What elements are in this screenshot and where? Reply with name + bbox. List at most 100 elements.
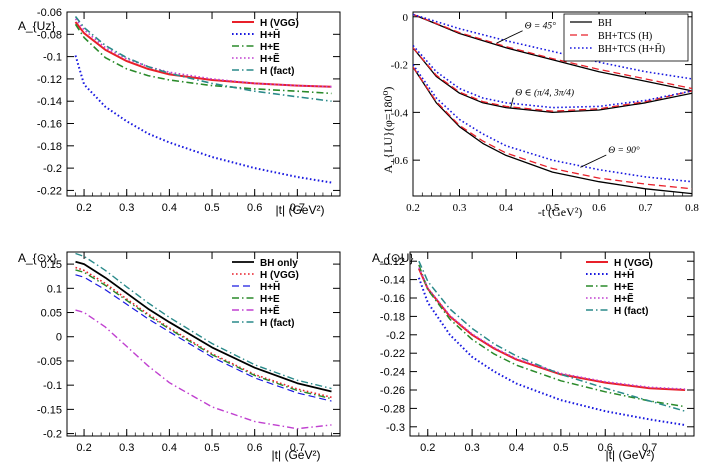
legend-label: H+E [614, 282, 634, 293]
y-tick-label: -0.16 [380, 293, 405, 305]
y-tick-label: 0.05 [41, 308, 62, 320]
y-axis-label: A_{⊙x} [18, 251, 57, 265]
x-tick-label: 0.6 [598, 442, 613, 454]
y-tick-label: -0.18 [380, 311, 405, 323]
series-line-2 [417, 277, 686, 426]
series-line-1 [413, 13, 692, 92]
y-tick-label: -0.2 [386, 330, 405, 342]
x-tick-label: 0.7 [290, 442, 305, 454]
y-axis-label: A_{Uz} [18, 19, 55, 33]
series-line-1 [74, 21, 332, 88]
legend-label: H (VGG) [260, 270, 299, 281]
legend-label: BH only [260, 258, 298, 269]
series-line-4 [418, 267, 686, 390]
y-tick-label: -0.2 [43, 429, 62, 441]
x-tick-label: 0.7 [290, 202, 305, 214]
y-tick-label: -0.4 [391, 107, 409, 119]
x-tick-label: 0.2 [420, 442, 435, 454]
y-tick-label: -0.22 [380, 348, 405, 360]
x-axis-label: |t| (GeV²) [272, 448, 321, 462]
series-line-5 [413, 47, 692, 112]
series-line-2 [75, 266, 332, 399]
y-tick-label: -0.28 [380, 403, 405, 415]
x-tick-label: 0.6 [592, 202, 606, 214]
y-tick-label: -0.18 [37, 141, 62, 153]
chart-panel-1: 0.2 0.3 0.4 0.5 0.6 0.7 -0.06 -0.08 -0.1 -0.12 -0.… [18, 7, 341, 217]
x-tick-label: 0.6 [247, 202, 262, 214]
y-tick-label: -0.16 [37, 119, 62, 131]
legend-label: H+H̃ [614, 268, 634, 281]
annotation-label: Θ ∈ (π/4, 3π/4) [515, 88, 574, 99]
y-tick-label: -0.3 [386, 422, 405, 434]
y-tick-label: 0 [56, 332, 62, 344]
y-tick-label: 0.1 [47, 283, 62, 295]
series-line-8 [413, 66, 692, 190]
series-line-5 [74, 16, 332, 102]
x-tick-label: 0.4 [509, 442, 524, 454]
y-tick-label: -0.05 [37, 356, 62, 368]
series-line-3 [74, 23, 332, 95]
x-tick-label: 0.6 [247, 442, 262, 454]
y-tick-label: -0.1 [43, 380, 62, 392]
x-tick-label: 0.5 [546, 202, 560, 214]
y-tick-label: -0.1 [43, 52, 62, 64]
x-tick-label: 0.4 [162, 442, 177, 454]
legend-label: H+Ẽ [614, 292, 634, 305]
y-tick-label: -0.12 [380, 256, 405, 268]
y-tick-label: -0.14 [380, 275, 405, 287]
series-line-4 [413, 47, 692, 114]
y-tick-label: -0.2 [391, 60, 408, 72]
x-tick-label: 0.3 [119, 202, 134, 214]
y-tick-label: -0.14 [37, 96, 62, 108]
series-line-9 [413, 64, 692, 183]
series-line-2 [413, 13, 692, 90]
legend-label: H (VGG) [260, 18, 299, 29]
y-tick-label: -0.15 [37, 404, 62, 416]
legend-label: H (fact) [614, 306, 648, 317]
annotation-arrow [580, 154, 607, 168]
series-line-3 [418, 264, 686, 408]
y-tick-label: -0.12 [37, 74, 62, 86]
legend-label: H (fact) [260, 318, 294, 329]
legend-label: H+E [260, 294, 280, 305]
x-tick-label: 0.4 [162, 202, 177, 214]
series-line-5 [75, 309, 332, 430]
series-line-1 [75, 260, 332, 393]
annotation-label: Θ = 45° [525, 21, 557, 32]
x-tick-label: 0.3 [119, 442, 134, 454]
y-axis-label: A_{⊙U} [372, 251, 413, 265]
series-line-4 [75, 269, 332, 400]
y-tick-label: -0.26 [380, 385, 405, 397]
x-tick-label: 0.5 [553, 442, 568, 454]
legend-label: H+H̃ [260, 28, 280, 41]
y-tick-label: -0.6 [391, 155, 409, 167]
annotation-arrow [510, 97, 514, 108]
x-tick-label: 0.2 [406, 202, 420, 214]
series-line-6 [75, 252, 332, 390]
legend-label: BH+TCS (H+H̃) [598, 42, 665, 55]
x-axis-label: |t| (GeV²) [606, 448, 655, 462]
x-axis-label: |t| (GeV²) [276, 203, 325, 217]
series-line-2 [74, 55, 332, 184]
legend-label: H+E [260, 42, 280, 53]
annotation-arrow [496, 30, 523, 44]
x-tick-label: 0.7 [639, 202, 653, 214]
y-tick-label: -0.06 [37, 7, 62, 19]
legend-label: BH+TCS (H) [598, 31, 652, 42]
legend-label: BH [598, 18, 612, 29]
x-tick-label: 0.5 [204, 202, 219, 214]
x-tick-label: 0.5 [204, 442, 219, 454]
x-tick-label: 0.2 [76, 202, 91, 214]
y-tick-label: 0.15 [41, 259, 62, 271]
legend-label: H (VGG) [614, 258, 653, 269]
legend-label: H (fact) [260, 66, 294, 77]
x-tick-label: 0.7 [642, 442, 657, 454]
x-tick-label: 0.3 [453, 202, 467, 214]
chart-panel-2: 0.2 0.3 0.4 0.5 0.6 0.7 0.8 0 -0.2 -0.4 -0.6 -t (Ge… [381, 11, 699, 219]
y-axis-label: A_{LU}(φ=180⁰) [381, 87, 395, 174]
y-tick-label: -0.08 [37, 29, 62, 41]
x-tick-label: 0.8 [685, 202, 699, 214]
chart-panel-3: 0.2 0.3 0.4 0.5 0.6 0.7 0.15 0.1 0.05 0 -0.05 -0.1 -… [18, 251, 341, 462]
